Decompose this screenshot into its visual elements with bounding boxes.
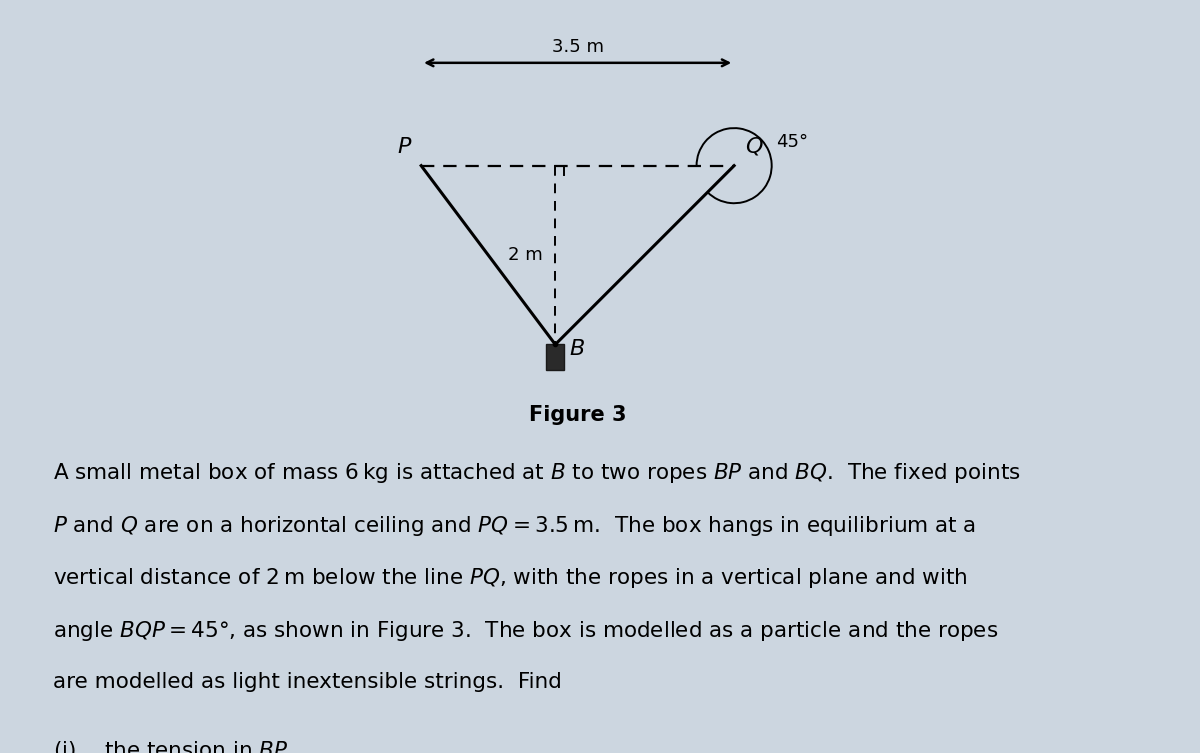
Text: (i)  the tension in $BP$,: (i) the tension in $BP$,: [54, 739, 294, 753]
Text: angle $BQP$ = 45°, as shown in Figure 3.  The box is modelled as a particle and : angle $BQP$ = 45°, as shown in Figure 3.…: [54, 619, 998, 643]
Text: Figure 3: Figure 3: [529, 405, 626, 425]
Text: B: B: [570, 339, 584, 359]
Bar: [546, 345, 564, 370]
Text: are modelled as light inextensible strings.  Find: are modelled as light inextensible strin…: [54, 672, 563, 692]
Text: P: P: [397, 137, 410, 157]
Text: vertical distance of 2 m below the line $PQ$, with the ropes in a vertical plane: vertical distance of 2 m below the line …: [54, 566, 968, 590]
Text: Q: Q: [745, 137, 762, 157]
Text: $P$ and $Q$ are on a horizontal ceiling and $PQ$ = 3.5 m.  The box hangs in equi: $P$ and $Q$ are on a horizontal ceiling …: [54, 514, 977, 538]
Text: 45°: 45°: [776, 133, 808, 151]
Text: 2 m: 2 m: [508, 246, 542, 264]
Text: 3.5 m: 3.5 m: [552, 38, 604, 56]
Text: A small metal box of mass 6 kg is attached at $B$ to two ropes $BP$ and $BQ$.  T: A small metal box of mass 6 kg is attach…: [54, 461, 1021, 485]
